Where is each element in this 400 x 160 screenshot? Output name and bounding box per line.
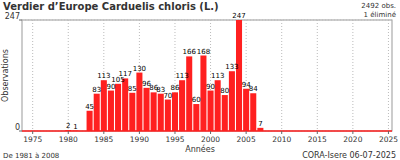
x-grid [281,20,282,131]
bar [151,92,157,131]
x-axis [22,130,392,132]
annotation: 2492 obs. [361,2,396,10]
bar [87,111,93,131]
data-label: 70 [163,92,172,100]
x-grid [352,20,353,131]
x-tick [174,131,175,134]
bar [143,88,149,131]
y-grid [22,131,392,132]
bar [222,95,228,131]
data-label: 86 [171,84,180,92]
title: Verdier d’Europe Carduelis chloris (L.) [3,1,219,12]
x-tick-label: 1975 [23,135,42,144]
annotation: CORA-Isere 06-07-2025 [302,151,396,160]
data-label: 1 [73,123,77,131]
bar [129,93,135,131]
bar [94,94,100,131]
bar [172,92,178,131]
data-label: 166 [183,48,197,56]
data-label: 83 [92,86,101,94]
x-tick-label: 2005 [237,135,256,144]
bar [179,80,185,131]
x-tick [246,131,247,134]
y-label: Observations [1,49,10,102]
bar [250,93,256,131]
x-tick [317,131,318,134]
bar [229,71,235,131]
x-tick [210,131,211,134]
x-tick [68,131,69,134]
x-tick-label: 1995 [165,135,184,144]
x-tick [139,131,140,134]
data-label: 133 [225,63,238,71]
x-tick-label: 2020 [343,135,362,144]
y-grid [22,20,392,21]
x-grid [68,20,69,131]
data-label: 117 [118,70,131,78]
bar [108,91,114,131]
plot-frame [22,20,392,131]
data-label: 7 [258,120,262,128]
x-label: Années [185,144,215,154]
data-label: 85 [128,85,137,93]
x-tick [352,131,353,134]
x-tick-label: 1985 [94,135,113,144]
x-grid [32,20,33,131]
annotation: 1 éliminé [364,11,396,19]
x-tick [32,131,33,134]
data-label: 168 [197,48,210,56]
data-label: 60 [192,96,201,104]
x-tick-label: 1980 [59,135,78,144]
x-grid [388,20,389,131]
bar [186,56,192,131]
data-label: 90 [206,83,215,91]
annotation: De 1981 à 2008 [3,152,59,160]
bar [200,56,206,131]
data-label: 2 [66,122,70,130]
y-tick-label: 0 [15,123,20,132]
bar [115,84,121,131]
x-tick [388,131,389,134]
data-label: 80 [220,87,229,95]
data-label: 113 [175,72,188,80]
chart: 2145831139010511785130968683708611316660… [0,0,400,160]
x-tick-label: 1990 [130,135,149,144]
data-label: 130 [133,65,146,73]
data-label: 45 [85,103,94,111]
bar [193,104,199,131]
bar [243,89,249,131]
x-tick-label: 2010 [272,135,291,144]
data-label: 84 [249,85,258,93]
bar [236,20,242,131]
bar [165,100,171,131]
y-tick-label: 247 [5,12,20,21]
data-label: 113 [97,72,110,80]
x-tick-label: 2000 [201,135,220,144]
x-tick-label: 2025 [379,135,398,144]
x-tick [281,131,282,134]
x-grid [317,20,318,131]
data-label: 247 [232,12,245,20]
bar [208,91,214,131]
bars [65,20,263,131]
data-label: 113 [211,72,224,80]
x-tick [103,131,104,134]
x-tick-label: 2015 [308,135,327,144]
